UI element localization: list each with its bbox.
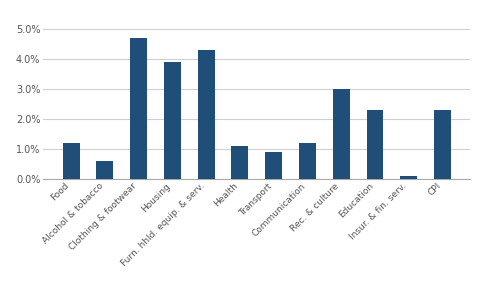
Bar [265,152,282,179]
Bar [400,176,417,179]
Bar [367,110,384,179]
Bar [333,89,349,179]
Bar [164,62,181,179]
Bar [299,143,316,179]
Bar [96,161,113,179]
Bar [231,146,248,179]
Bar [62,143,80,179]
Bar [198,50,215,179]
Bar [130,38,147,179]
Bar [434,110,451,179]
